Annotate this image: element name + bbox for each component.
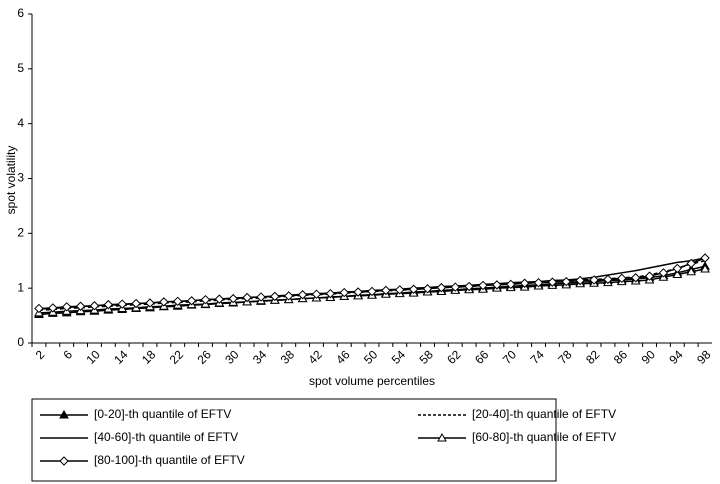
data-point [658, 268, 669, 278]
data-point [492, 280, 502, 290]
y-tick-label: 2 [17, 226, 24, 240]
data-point [131, 298, 141, 309]
data-point [589, 275, 599, 285]
data-point [672, 269, 683, 278]
legend-label: [40-60]-th quantile of EFTV [94, 430, 238, 444]
data-point [547, 277, 558, 287]
data-point [603, 274, 613, 285]
data-point [339, 287, 349, 298]
data-point [89, 301, 100, 311]
data-point [422, 284, 433, 294]
legend-label: [80-100]-th quantile of EFTV [94, 453, 245, 467]
y-tick-label: 3 [17, 171, 24, 185]
data-point [506, 279, 516, 290]
data-point [381, 285, 391, 296]
data-point [519, 278, 530, 288]
legend-label: [60-80]-th quantile of EFTV [472, 430, 616, 444]
data-point [408, 284, 419, 294]
y-tick-label: 1 [17, 280, 24, 294]
data-point [270, 291, 280, 302]
data-point [75, 301, 86, 311]
data-point [325, 288, 336, 299]
y-tick-label: 6 [17, 6, 24, 20]
data-point [617, 273, 627, 284]
y-tick-label: 4 [17, 116, 24, 130]
data-point [242, 292, 252, 303]
data-point [450, 282, 460, 292]
data-point [186, 296, 197, 306]
data-point [353, 287, 363, 297]
data-point [48, 303, 58, 313]
data-point [644, 271, 655, 281]
data-point [34, 303, 44, 314]
y-axis-label: spot volatility [4, 146, 18, 215]
data-point [478, 280, 488, 291]
data-point [284, 291, 294, 301]
data-point [159, 297, 169, 307]
data-point [103, 299, 114, 310]
legend-box [31, 398, 557, 482]
data-point [464, 281, 474, 292]
data-point [561, 276, 571, 287]
data-point [256, 292, 266, 302]
data-point [395, 285, 405, 295]
data-point [686, 266, 697, 276]
y-tick-label: 5 [17, 61, 24, 75]
data-point [61, 302, 72, 312]
legend-marker [59, 456, 69, 466]
data-point [436, 282, 447, 293]
data-point [575, 275, 585, 286]
data-point [700, 263, 710, 273]
data-point [533, 277, 544, 288]
legend-marker [59, 409, 69, 419]
legend-marker [437, 432, 447, 442]
data-point [145, 298, 155, 308]
data-point [228, 293, 238, 304]
data-point [686, 258, 696, 269]
x-axis-label: spot volume percentiles [309, 374, 435, 388]
data-point [672, 263, 683, 274]
data-point [173, 296, 183, 307]
data-point [367, 286, 377, 297]
data-point [700, 253, 710, 263]
data-point [311, 289, 322, 299]
data-point [214, 294, 225, 304]
legend-label: [20-40]-th quantile of EFTV [472, 407, 616, 421]
data-point [200, 294, 211, 305]
y-tick-label: 0 [17, 335, 24, 349]
data-point [117, 299, 127, 309]
data-point [297, 290, 308, 300]
data-point [630, 273, 641, 283]
legend-label: [0-20]-th quantile of EFTV [94, 407, 231, 421]
